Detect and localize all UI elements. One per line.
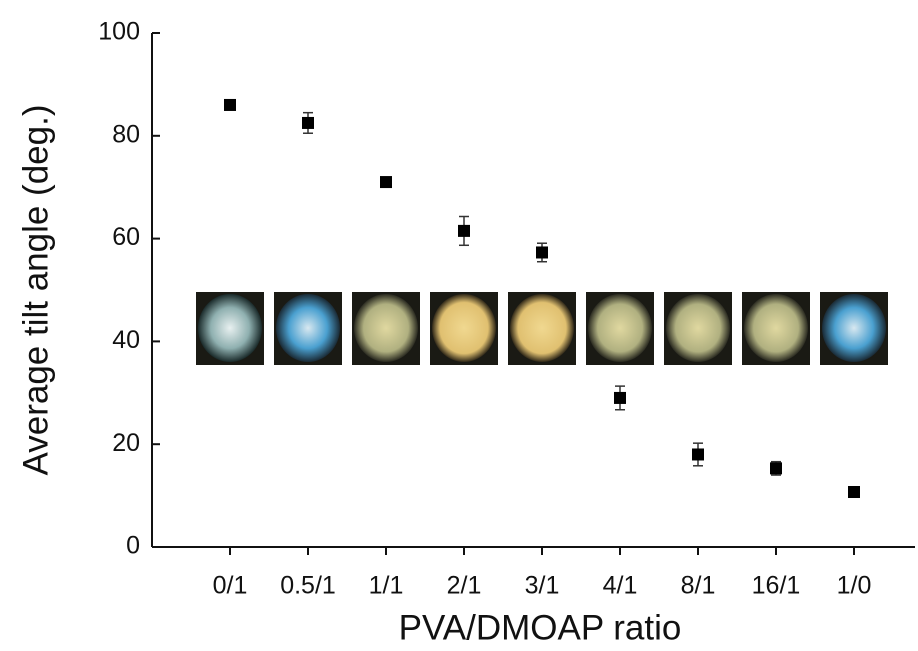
- y-tick-label: 100: [98, 18, 140, 46]
- x-axis-title: PVA/DMOAP ratio: [399, 608, 682, 646]
- y-axis-title: Average tilt angle (deg.): [16, 105, 55, 476]
- point: [770, 462, 782, 475]
- point: [614, 391, 626, 404]
- point: [380, 176, 392, 189]
- micrograph: [510, 294, 574, 362]
- y-tick-label: 60: [112, 223, 140, 251]
- point: [458, 224, 470, 237]
- y-tick-label: 20: [112, 429, 140, 457]
- y-tick-label: 40: [112, 326, 140, 354]
- micrograph: [666, 294, 730, 362]
- micrograph: [432, 294, 496, 362]
- micrograph: [822, 294, 886, 362]
- x-tick-label: 1/1: [369, 572, 404, 600]
- micrograph: [198, 294, 262, 362]
- y-tick-label: 80: [112, 120, 140, 148]
- point: [224, 98, 236, 111]
- x-tick-label: 2/1: [447, 572, 482, 600]
- micrograph: [744, 294, 808, 362]
- micrograph: [354, 294, 418, 362]
- x-tick-label: 1/0: [837, 572, 872, 600]
- x-tick-label: 4/1: [603, 572, 638, 600]
- x-tick-label: 0.5/1: [280, 572, 336, 600]
- point: [536, 246, 548, 259]
- point: [848, 486, 860, 499]
- x-tick-label: 16/1: [752, 572, 801, 600]
- micrograph: [276, 294, 340, 362]
- point: [692, 448, 704, 461]
- x-tick-label: 0/1: [213, 572, 248, 600]
- x-tick-label: 8/1: [681, 572, 716, 600]
- point: [302, 116, 314, 129]
- x-tick-label: 3/1: [525, 572, 560, 600]
- micrograph: [588, 294, 652, 362]
- y-tick-label: 0: [126, 532, 140, 560]
